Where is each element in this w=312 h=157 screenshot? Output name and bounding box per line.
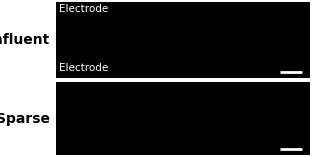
Text: Confluent: Confluent — [0, 33, 50, 47]
Text: Electrode: Electrode — [59, 63, 108, 73]
Text: Electrode: Electrode — [59, 4, 108, 14]
Text: Sparse: Sparse — [0, 111, 50, 125]
